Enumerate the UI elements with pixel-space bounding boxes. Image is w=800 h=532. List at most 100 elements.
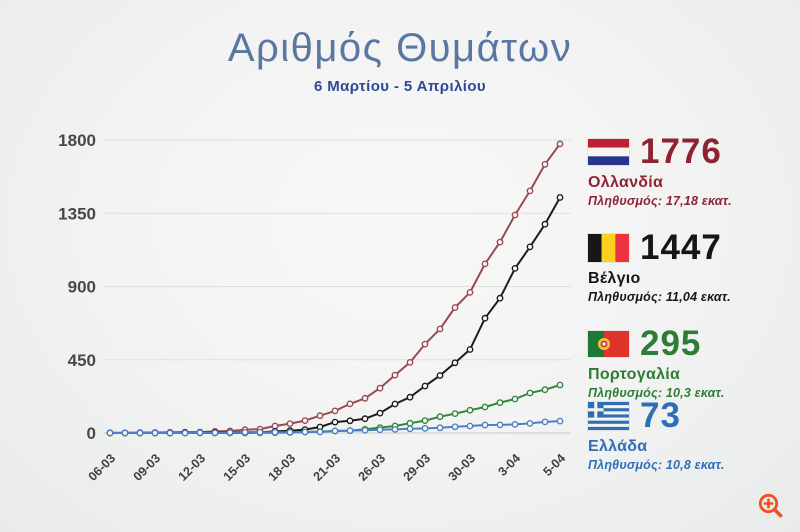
data-point-marker <box>466 346 474 353</box>
population-label: Πληθυσμός: 11,04 εκατ. <box>588 290 731 304</box>
belgium-flag-icon <box>588 233 629 262</box>
data-point-marker <box>256 428 264 436</box>
data-point-marker <box>541 220 549 228</box>
data-point-marker <box>496 421 504 429</box>
x-axis-tick-label: 09-03 <box>131 451 164 484</box>
data-point-marker <box>466 422 474 430</box>
greece-flag-icon <box>588 401 629 430</box>
y-axis-tick-label: 900 <box>68 278 96 297</box>
data-point-marker <box>346 400 354 408</box>
data-point-marker <box>496 294 504 302</box>
data-point-marker <box>301 417 309 424</box>
data-point-marker <box>436 372 444 379</box>
x-axis-tick-label: 15-03 <box>221 451 254 484</box>
data-point-marker <box>541 386 549 394</box>
data-point-marker <box>496 399 504 406</box>
data-point-marker <box>421 382 429 390</box>
data-point-marker <box>421 424 429 432</box>
x-axis-tick-label: 3-04 <box>496 451 524 479</box>
data-point-marker <box>331 427 339 435</box>
data-point-marker <box>361 426 369 434</box>
data-point-marker <box>451 410 459 417</box>
country-name: Ολλανδία <box>588 174 664 191</box>
data-point-marker <box>526 243 534 251</box>
data-point-marker <box>511 395 519 403</box>
x-axis-tick-label: 29-03 <box>401 451 434 484</box>
data-point-marker <box>451 423 459 431</box>
x-axis-tick-label: 26-03 <box>356 451 389 484</box>
data-point-marker <box>556 381 564 389</box>
data-point-marker <box>406 419 414 427</box>
data-point-marker <box>406 358 414 366</box>
y-axis-tick-label: 0 <box>87 424 96 443</box>
data-point-marker <box>541 418 549 426</box>
data-point-marker <box>481 421 489 429</box>
portugal-flag-icon <box>588 330 629 357</box>
data-point-marker <box>241 428 249 436</box>
data-point-marker <box>511 420 519 428</box>
zoom-in-icon[interactable] <box>756 491 786 521</box>
country-name: Πορτογαλία <box>588 366 681 383</box>
data-point-marker <box>346 427 354 434</box>
data-point-marker <box>511 264 519 272</box>
population-label: Πληθυσμός: 10,3 εκατ. <box>588 386 725 400</box>
data-point-marker <box>466 288 474 296</box>
data-point-marker <box>466 406 474 414</box>
data-point-marker <box>496 238 504 246</box>
data-point-marker <box>406 425 414 433</box>
data-point-marker <box>436 325 444 333</box>
data-point-marker <box>526 187 534 195</box>
data-point-marker <box>511 211 519 219</box>
data-point-marker <box>106 429 114 437</box>
data-point-marker <box>361 394 369 402</box>
y-axis-tick-label: 1350 <box>58 204 96 223</box>
data-point-marker <box>556 417 564 425</box>
data-point-marker <box>391 425 399 433</box>
legend-item-netherlands: 1776 Ολλανδία Πληθυσμός: 17,18 εκατ. <box>588 134 732 208</box>
data-point-marker <box>376 384 384 392</box>
data-point-marker <box>271 428 279 436</box>
page-subtitle: 6 Μαρτίου - 5 Απριλίου <box>313 78 487 95</box>
population-label: Πληθυσμός: 10,8 εκατ. <box>588 458 725 472</box>
x-axis-tick-label: 5-04 <box>541 451 569 479</box>
x-axis-tick-label: 18-03 <box>266 451 299 484</box>
y-axis-tick-label: 1800 <box>58 131 96 150</box>
deaths-count: 1776 <box>640 132 722 171</box>
data-point-marker <box>481 260 489 268</box>
data-point-marker <box>421 417 429 424</box>
legend-item-portugal: 295 Πορτογαλία Πληθυσμός: 10,3 εκατ. <box>588 326 725 400</box>
data-point-marker <box>301 428 309 436</box>
data-point-marker <box>331 418 339 426</box>
data-point-marker <box>151 429 159 437</box>
y-axis-tick-label: 450 <box>68 351 96 370</box>
data-point-marker <box>196 429 204 437</box>
data-point-marker <box>451 304 459 311</box>
data-point-marker <box>556 194 564 201</box>
data-point-marker <box>451 359 459 367</box>
country-name: Βέλγιο <box>588 270 641 287</box>
data-point-marker <box>436 424 444 432</box>
deaths-count: 73 <box>640 396 681 435</box>
data-point-marker <box>481 403 489 411</box>
x-axis-tick-label: 06-03 <box>86 451 119 484</box>
data-point-marker <box>361 415 369 423</box>
x-axis-tick-label: 30-03 <box>446 451 479 484</box>
data-point-marker <box>481 314 489 322</box>
data-point-marker <box>391 371 399 379</box>
x-axis-tick-label: 12-03 <box>176 451 209 484</box>
data-point-marker <box>331 407 339 415</box>
series-line <box>110 143 561 434</box>
page-title: Αριθμός Θυμάτων <box>227 26 573 70</box>
data-point-marker <box>181 429 189 437</box>
data-point-marker <box>436 413 444 421</box>
series-line <box>110 197 561 434</box>
x-axis-tick-label: 21-03 <box>311 451 344 484</box>
legend-item-belgium: 1447 Βέλγιο Πληθυσμός: 11,04 εκατ. <box>588 230 731 304</box>
country-name: Ελλάδα <box>588 438 648 455</box>
legend-item-greece: 73 Ελλάδα Πληθυσμός: 10,8 εκατ. <box>588 398 725 472</box>
data-point-marker <box>541 160 549 168</box>
population-label: Πληθυσμός: 17,18 εκατ. <box>588 194 732 208</box>
deaths-count: 1447 <box>640 228 722 267</box>
